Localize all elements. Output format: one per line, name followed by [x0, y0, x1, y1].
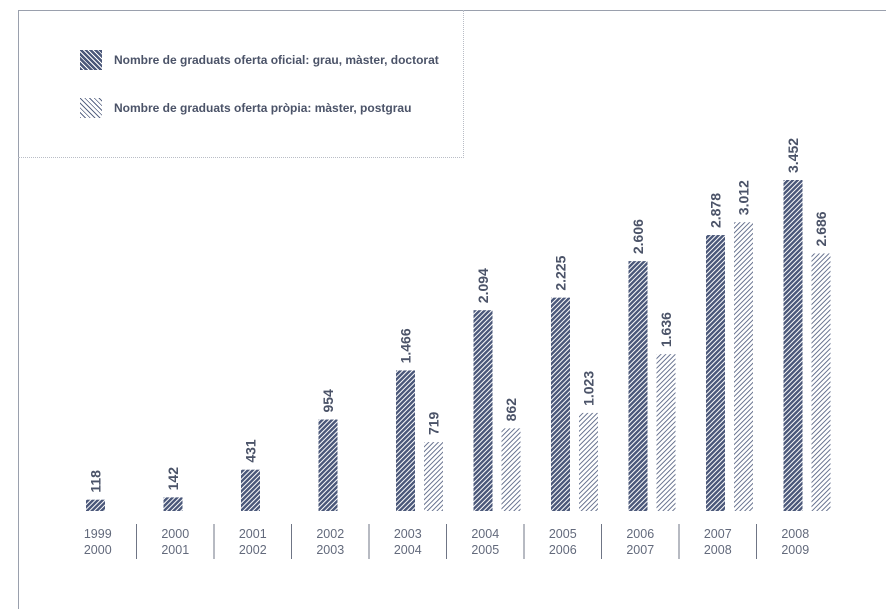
data-label-official: 2.225 [553, 255, 569, 290]
data-label-official: 431 [243, 439, 259, 463]
data-label-official: 1.466 [398, 328, 414, 363]
data-label-own: 3.012 [736, 180, 752, 215]
x-tick-label: 2008 [704, 543, 732, 557]
data-label-official: 142 [165, 467, 181, 491]
x-tick-label: 2005 [471, 543, 499, 557]
legend-item-official: Nombre de graduats oferta oficial: grau,… [80, 50, 439, 70]
data-label-own: 719 [426, 411, 442, 435]
data-label-official: 2.606 [630, 219, 646, 254]
x-tick-label: 2001 [161, 543, 189, 557]
x-tick-label: 2004 [394, 543, 422, 557]
x-tick-label: 2001 [239, 527, 267, 541]
bar-own [734, 222, 753, 511]
x-tick-label: 2006 [549, 543, 577, 557]
legend-label-own: Nombre de graduats oferta pròpia: màster… [114, 101, 412, 115]
x-tick-label: 2003 [316, 543, 344, 557]
bar-official [396, 370, 415, 511]
legend-label-official: Nombre de graduats oferta oficial: grau,… [114, 53, 439, 67]
x-tick-label: 2008 [781, 527, 809, 541]
x-tick-label: 2002 [239, 543, 267, 557]
bar-own [424, 442, 443, 511]
x-tick-label: 2007 [626, 543, 654, 557]
x-tick-label: 2009 [781, 543, 809, 557]
bar-official [551, 297, 570, 511]
legend: Nombre de graduats oferta oficial: grau,… [18, 10, 464, 158]
data-label-own: 2.686 [813, 211, 829, 246]
x-tick-label: 2002 [316, 527, 344, 541]
bar-official [783, 180, 803, 511]
x-tick-label: 2005 [549, 527, 577, 541]
data-label-official: 118 [88, 470, 104, 493]
legend-swatch-official [80, 50, 102, 70]
x-tick-label: 2003 [394, 527, 422, 541]
data-label-official: 2.094 [475, 268, 491, 303]
legend-item-own: Nombre de graduats oferta pròpia: màster… [80, 98, 411, 118]
chart-frame [18, 10, 886, 609]
bar-official [628, 261, 648, 511]
x-tick-label: 2000 [84, 543, 112, 557]
data-label-official: 2.878 [708, 193, 724, 228]
bar-official [163, 497, 183, 511]
x-tick-label: 1999 [84, 527, 112, 541]
x-tick-label: 2004 [471, 527, 499, 541]
data-label-own: 1.023 [581, 371, 597, 406]
bar-official [318, 419, 338, 511]
bar-own [501, 428, 521, 511]
data-label-own: 1.636 [658, 312, 674, 347]
bar-own [579, 412, 598, 511]
bar-official [241, 469, 260, 511]
x-tick-label: 2006 [626, 527, 654, 541]
bar-official [86, 499, 105, 511]
bar-own [656, 354, 676, 511]
legend-swatch-own [80, 98, 102, 118]
x-tick-label: 2007 [704, 527, 732, 541]
data-label-official: 954 [320, 389, 336, 413]
bar-own [811, 253, 831, 511]
x-tick-label: 2000 [161, 527, 189, 541]
bar-official [706, 235, 725, 511]
data-label-own: 862 [503, 398, 519, 422]
data-label-official: 3.452 [785, 138, 801, 173]
bar-official [473, 310, 493, 511]
